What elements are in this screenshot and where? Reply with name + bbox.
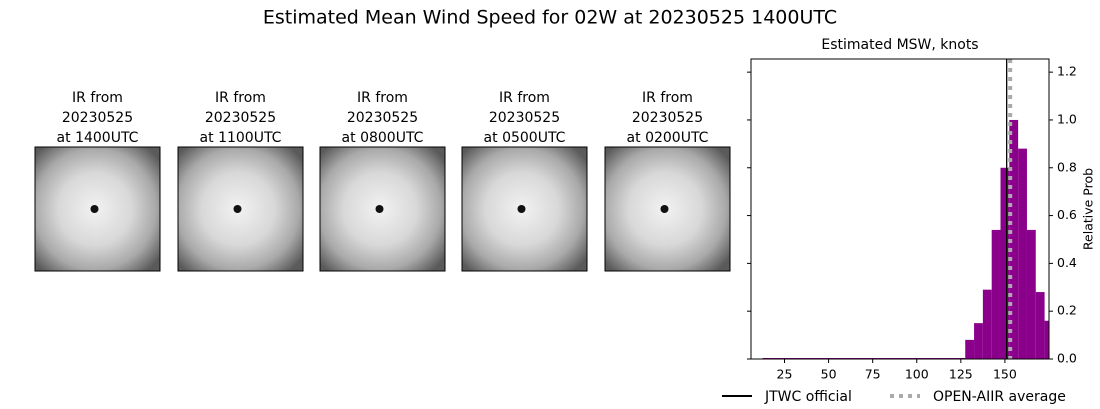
x-tick-label: 125 [949,367,973,382]
panel-caption: IR from [642,90,693,106]
storm-eye [517,205,526,213]
panel-caption: 20230525 [347,110,418,126]
panel-caption: at 1400UTC [57,130,139,146]
figure-title: Estimated Mean Wind Speed for 02W at 202… [263,7,837,29]
bar [1026,229,1036,359]
panel-caption: IR from [357,90,408,106]
panel-caption: IR from [215,90,266,106]
panel-caption: at 0200UTC [627,130,709,146]
y-axis-label: Relative Prob [1081,168,1096,250]
bar [1035,292,1045,359]
panel-caption: IR from [499,90,550,106]
chart-title: Estimated MSW, knots [821,37,978,53]
y-tick-label: 0.6 [1057,207,1077,222]
storm-eye [233,205,242,213]
y-tick-label: 0.4 [1057,255,1077,270]
y-tick-label: 1.0 [1057,111,1077,126]
x-tick-label: 50 [821,367,837,382]
panel-caption: at 0800UTC [342,130,424,146]
ir-panels: IR from 20230525 at 1400UTC IR from 20230525… [34,90,731,272]
x-tick-label: 25 [777,367,793,382]
x-tick-label: 150 [993,367,1017,382]
histogram: Estimated MSW, knots JTWC official OPEN-AI… [722,37,1096,405]
y-tick-label: 0.2 [1057,303,1077,318]
plot-frame [750,58,1050,360]
legend-label: OPEN-AIIR average [933,389,1066,405]
panel-caption: 20230525 [632,110,703,126]
bar [982,289,992,359]
panel-caption: 20230525 [489,110,560,126]
bar [1018,148,1027,359]
y-tick-label: 0.8 [1057,159,1077,174]
storm-eye [375,205,384,213]
panel-caption: at 0500UTC [484,130,566,146]
y-tick-label: 1.2 [1057,64,1077,79]
storm-eye [90,205,99,213]
panel-caption: 20230525 [62,110,133,126]
x-tick-label: 100 [905,367,929,382]
bar [965,339,975,359]
y-tick-label: 0.0 [1057,351,1077,366]
panel-caption: 20230525 [205,110,276,126]
storm-eye [660,205,669,213]
bar [1000,167,1010,359]
x-tick-label: 75 [865,367,881,382]
panel-caption: at 1100UTC [200,130,282,146]
legend-label: JTWC official [764,389,852,405]
bar [1009,119,1019,359]
bar [974,323,983,359]
panel-caption: IR from [72,90,123,106]
bar [991,229,1001,359]
bar [1044,320,1049,359]
